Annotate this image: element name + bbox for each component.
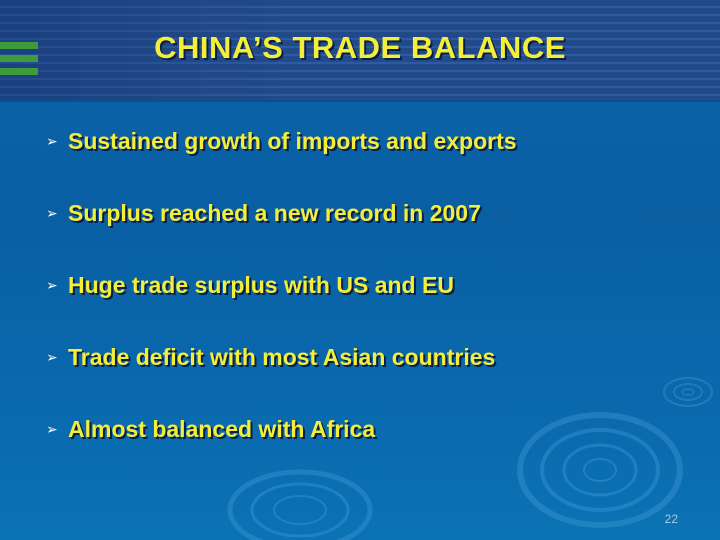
bullet-item: ➢ Huge trade surplus with US and EU — [46, 272, 517, 344]
bullet-text: Surplus reached a new record in 2007 — [68, 200, 481, 226]
bullet-arrow-icon: ➢ — [46, 349, 58, 365]
bullet-item: ➢ Almost balanced with Africa — [46, 416, 517, 488]
bullet-text: Huge trade surplus with US and EU — [68, 272, 454, 298]
bullet-arrow-icon: ➢ — [46, 277, 58, 293]
bullet-item: ➢ Sustained growth of imports and export… — [46, 128, 517, 200]
page-number: 22 — [664, 512, 678, 526]
bullet-text: Almost balanced with Africa — [68, 416, 376, 442]
bullet-item: ➢ Trade deficit with most Asian countrie… — [46, 344, 517, 416]
bullet-arrow-icon: ➢ — [46, 205, 58, 221]
bullet-text: Sustained growth of imports and exports — [68, 128, 517, 154]
bullet-list: ➢ Sustained growth of imports and export… — [46, 128, 517, 488]
slide-title: CHINA’S TRADE BALANCE — [154, 30, 566, 65]
green-bar — [0, 55, 38, 62]
bullet-arrow-icon: ➢ — [46, 421, 58, 437]
green-bar — [0, 42, 38, 49]
bullet-item: ➢ Surplus reached a new record in 2007 — [46, 200, 517, 272]
header-band — [0, 0, 720, 102]
bullet-arrow-icon: ➢ — [46, 133, 58, 149]
green-bars-decoration — [0, 42, 38, 76]
bullet-text: Trade deficit with most Asian countries — [68, 344, 496, 370]
green-bar — [0, 68, 38, 75]
